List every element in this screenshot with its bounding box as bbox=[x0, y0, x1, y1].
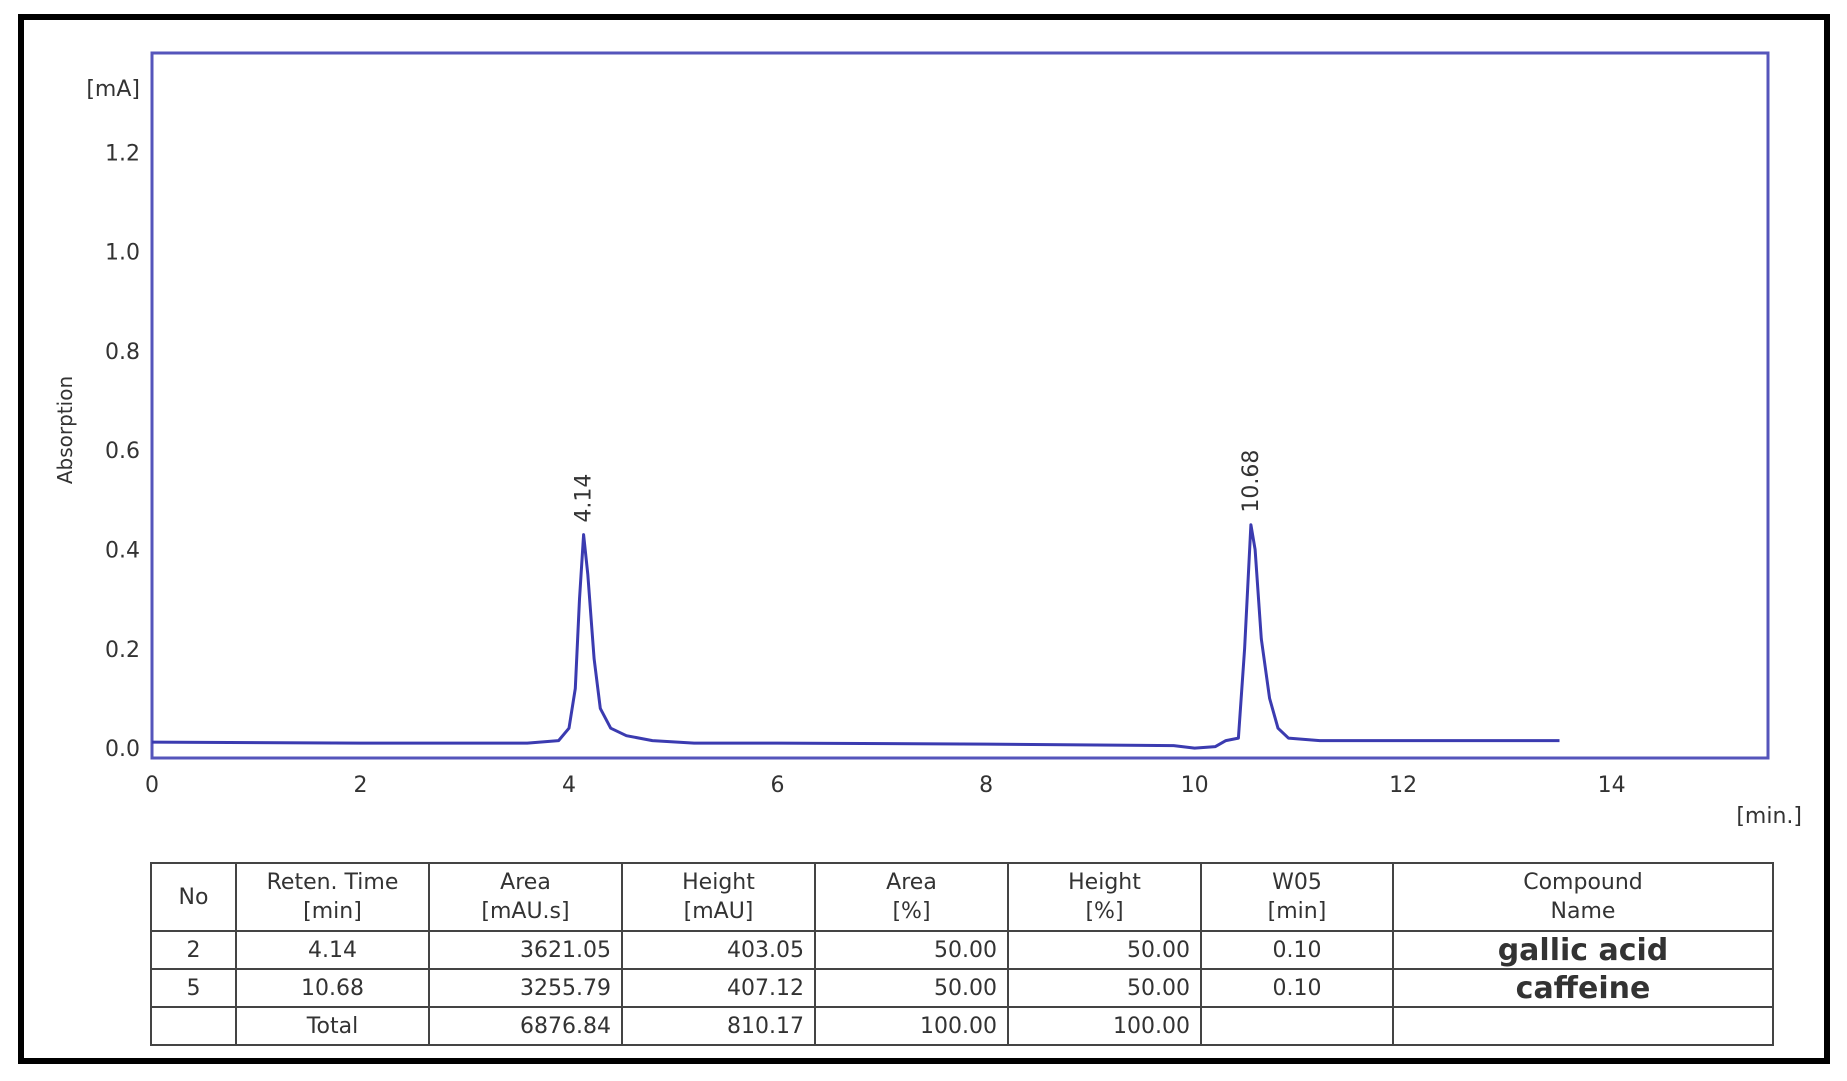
x-tick-label: 0 bbox=[145, 773, 159, 798]
x-tick-label: 12 bbox=[1389, 773, 1417, 798]
cell-total-area-pct: 100.00 bbox=[814, 1006, 1009, 1046]
cell-area-pct: 50.00 bbox=[814, 930, 1009, 970]
y-tick-label: 0.0 bbox=[105, 737, 140, 762]
table-row: 2 4.14 3621.05 403.05 50.00 50.00 0.10 g… bbox=[150, 930, 1774, 970]
col-header-area-pct: Area [%] bbox=[814, 862, 1009, 932]
cell-no: 2 bbox=[150, 930, 237, 970]
peak-label: 4.14 bbox=[572, 474, 597, 523]
x-tick-label: 10 bbox=[1181, 773, 1209, 798]
y-tick-label: 0.8 bbox=[105, 340, 140, 365]
cell-height-pct: 50.00 bbox=[1007, 968, 1202, 1008]
col-header-height-pct: Height [%] bbox=[1007, 862, 1202, 932]
cell-total-height-pct: 100.00 bbox=[1007, 1006, 1202, 1046]
cell-area-pct: 50.00 bbox=[814, 968, 1009, 1008]
table-row: 5 10.68 3255.79 407.12 50.00 50.00 0.10 … bbox=[150, 968, 1774, 1008]
cell-no bbox=[150, 1006, 237, 1046]
cell-compound-name: caffeine bbox=[1392, 968, 1774, 1008]
cell-retention-time: 4.14 bbox=[235, 930, 430, 970]
y-tick-label: 1.2 bbox=[105, 141, 140, 166]
figure-frame bbox=[18, 14, 1830, 1064]
cell-total-label: Total bbox=[235, 1006, 430, 1046]
cell-area: 3255.79 bbox=[428, 968, 623, 1008]
chromatogram-series-line bbox=[151, 523, 1560, 750]
cell-total-height: 810.17 bbox=[621, 1006, 816, 1046]
col-header-no: No bbox=[150, 862, 237, 932]
plot-area-frame bbox=[150, 51, 1770, 760]
cell-compound-name bbox=[1392, 1006, 1774, 1046]
cell-retention-time: 10.68 bbox=[235, 968, 430, 1008]
cell-height-pct: 50.00 bbox=[1007, 930, 1202, 970]
x-tick-label: 8 bbox=[979, 773, 993, 798]
x-tick-label: 6 bbox=[771, 773, 785, 798]
cell-area: 3621.05 bbox=[428, 930, 623, 970]
col-header-area: Area [mAU.s] bbox=[428, 862, 623, 932]
cell-w05: 0.10 bbox=[1200, 968, 1394, 1008]
peak-label: 10.68 bbox=[1239, 450, 1264, 513]
y-unit-label: [mA] bbox=[86, 77, 140, 102]
col-header-height: Height [mAU] bbox=[621, 862, 816, 932]
col-header-retention-time: Reten. Time [min] bbox=[235, 862, 430, 932]
cell-height: 407.12 bbox=[621, 968, 816, 1008]
cell-height: 403.05 bbox=[621, 930, 816, 970]
y-tick-label: 0.6 bbox=[105, 439, 140, 464]
chromatogram-chart: 0.0 0.2 0.4 0.6 0.8 1.0 1.2 [mA] Absorption 0 2 4 6 8… bbox=[53, 51, 1802, 829]
cell-total-area: 6876.84 bbox=[428, 1006, 623, 1046]
x-tick-label: 2 bbox=[354, 773, 368, 798]
x-axis-label: [min.] bbox=[1736, 804, 1802, 829]
col-header-compound-name: Compound Name bbox=[1392, 862, 1774, 932]
table-header-row: No Reten. Time [min] Area [mAU.s] Height [m… bbox=[150, 862, 1774, 932]
x-tick-label: 14 bbox=[1598, 773, 1626, 798]
table-total-row: Total 6876.84 810.17 100.00 100.00 bbox=[150, 1006, 1774, 1046]
col-header-w05: W05 [min] bbox=[1200, 862, 1394, 932]
x-tick-label: 4 bbox=[562, 773, 576, 798]
y-tick-label: 0.4 bbox=[105, 538, 140, 563]
cell-compound-name: gallic acid bbox=[1392, 930, 1774, 970]
peak-results-table: No Reten. Time [min] Area [mAU.s] Height [m… bbox=[150, 862, 1774, 1046]
cell-w05 bbox=[1200, 1006, 1394, 1046]
cell-w05: 0.10 bbox=[1200, 930, 1394, 970]
y-tick-label: 0.2 bbox=[105, 638, 140, 663]
y-axis-label: Absorption bbox=[53, 376, 77, 484]
cell-no: 5 bbox=[150, 968, 237, 1008]
y-tick-label: 1.0 bbox=[105, 241, 140, 266]
